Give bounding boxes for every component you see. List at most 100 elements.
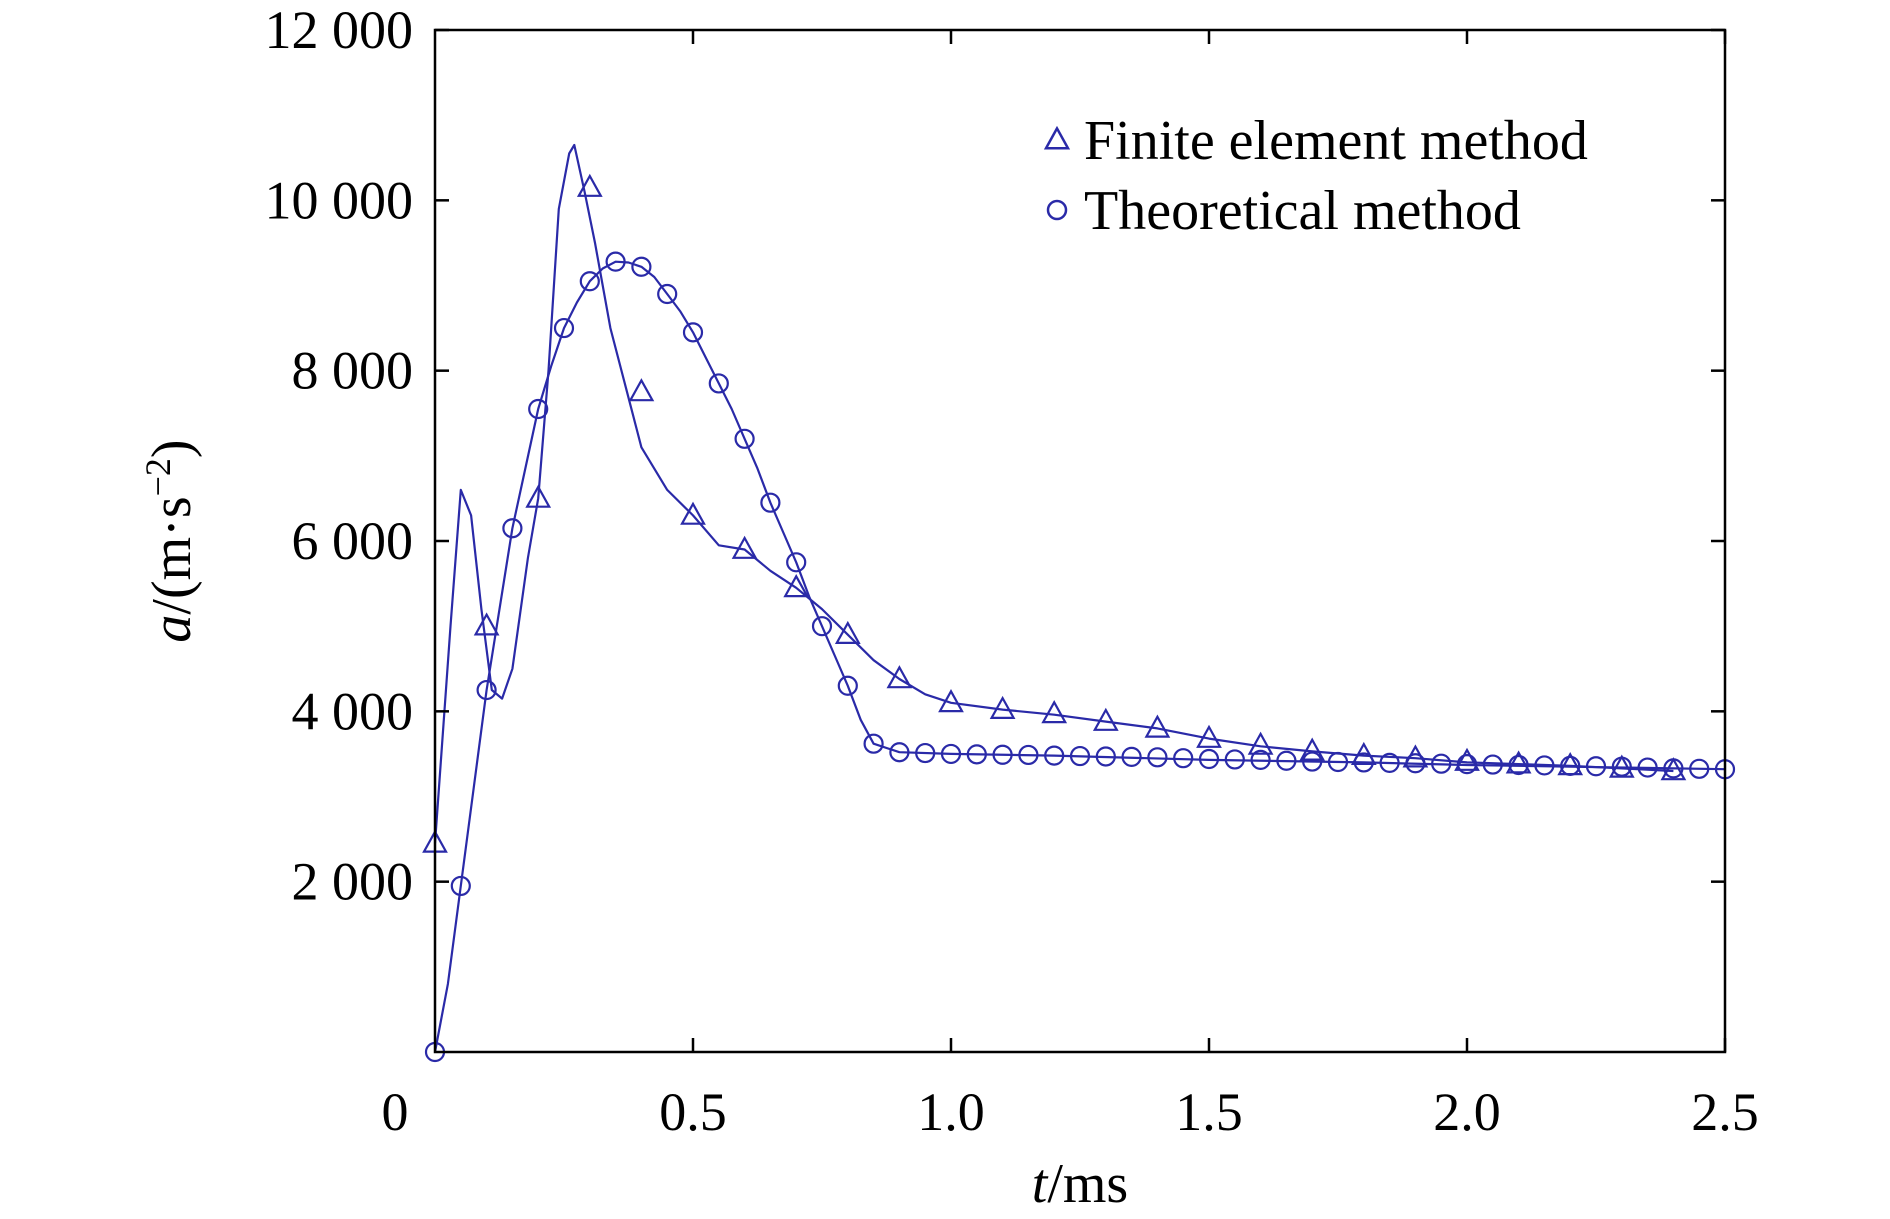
data-point-circle [1353,752,1374,773]
data-point-circle [863,733,884,754]
y-tick-label: 12 000 [265,0,414,60]
data-point-circle [1069,745,1091,767]
data-point-circle [1302,751,1323,772]
data-point-circle [1379,752,1400,773]
data-point-circle [1431,753,1452,774]
x-tick-label: 1.5 [1175,1082,1243,1142]
data-point-triangle [680,501,706,525]
data-point-circle [811,616,833,637]
y-tick-label: 2 000 [292,852,414,912]
data-point-circle [1250,749,1271,770]
data-point-circle [553,317,575,339]
data-point-circle [1327,751,1349,773]
data-point-circle [1611,756,1632,777]
data-point-circle [1044,745,1065,766]
legend-marker-circle [1046,199,1068,221]
data-point-circle [1456,754,1478,775]
data-point-circle [1508,754,1529,776]
y-axis-title: a/(m·s−2) [138,439,203,642]
data-point-triangle [1041,700,1068,724]
data-point-circle [889,742,910,763]
data-point-circle [605,251,626,272]
x-axis-unit: /ms [1047,1153,1128,1214]
plot-area-frame [433,28,1727,1054]
data-point-triangle [1196,724,1222,748]
data-point-circle [1095,746,1116,767]
data-point-circle [734,428,755,449]
data-point-triangle [1144,714,1171,738]
data-point-circle [528,398,549,420]
origin-tick-label: 0 [382,1082,409,1142]
data-point-circle [1689,758,1710,779]
data-point-circle [1198,748,1220,770]
data-point-circle [450,875,471,897]
series-line-theoretical [433,260,1726,1053]
data-point-circle [1534,755,1555,776]
y-tick-label: 6 000 [292,511,414,571]
x-tick-label: 0.5 [659,1082,727,1142]
y-tick-label: 8 000 [292,341,414,401]
data-point-triangle [473,612,500,636]
x-tick-label: 2.5 [1691,1082,1759,1142]
legend-label-theoretical: Theoretical method [1084,180,1521,242]
data-point-circle [1585,756,1607,777]
data-point-circle [579,271,600,292]
data-point-circle [992,744,1013,765]
data-point-triangle [1247,731,1274,755]
y-tick-label: 10 000 [265,170,414,230]
data-point-triangle [1092,707,1119,731]
legend-label-finite-element: Finite element method [1084,110,1588,172]
data-point-triangle [834,620,861,645]
data-point-circle [682,322,704,343]
legend: Finite element method Theoretical method [1043,110,1588,242]
y-axis-unit-prefix: /(m·s [141,496,203,614]
x-axis: 0.5 1.0 1.5 2.0 2.5 [659,30,1759,1142]
data-point-circle [1405,753,1426,774]
data-point-circle [1224,749,1245,770]
data-point-triangle [989,695,1016,720]
data-point-circle [1560,755,1581,776]
data-point-circle [940,743,962,765]
data-point-circle [1147,747,1168,768]
data-point-triangle [525,484,552,508]
x-tick-label: 2.0 [1433,1082,1501,1142]
series-layer [422,143,1736,1063]
legend-marker-triangle [1043,125,1071,150]
data-point-triangle [783,574,810,598]
y-axis: 2 000 4 000 6 000 8 000 10 000 12 000 [265,0,1725,912]
y-axis-unit-suffix: ) [141,439,203,458]
series-line-finite-element [433,143,1674,844]
data-point-circle [915,742,936,764]
data-point-circle [786,552,807,573]
data-point-circle [502,518,523,539]
data-point-circle [708,373,729,394]
data-point-circle [837,675,858,696]
data-point-circle [1018,744,1039,766]
data-point-circle [1663,758,1684,779]
data-point-circle [760,492,781,513]
data-point-circle [657,283,678,305]
y-axis-unit-exponent: −2 [138,458,178,496]
data-point-triangle [576,173,603,197]
data-point-triangle [1454,747,1480,771]
x-axis-title: t/ms [1032,1153,1128,1214]
data-point-circle [1173,748,1194,769]
data-point-triangle [886,665,913,689]
x-axis-variable: t [1032,1153,1049,1214]
y-tick-label: 4 000 [292,681,414,741]
data-point-triangle [628,378,655,402]
data-point-circle [631,256,652,277]
data-point-triangle [731,535,758,559]
x-tick-label: 1.0 [917,1082,985,1142]
data-point-circle [1276,750,1297,771]
data-point-circle [966,744,987,765]
data-point-triangle [938,689,964,713]
y-axis-variable: a [141,615,203,643]
data-point-triangle [1299,737,1326,761]
data-point-circle [1121,746,1142,767]
data-point-triangle [1505,750,1532,774]
data-point-circle [476,679,497,701]
data-point-circle [1482,754,1503,775]
